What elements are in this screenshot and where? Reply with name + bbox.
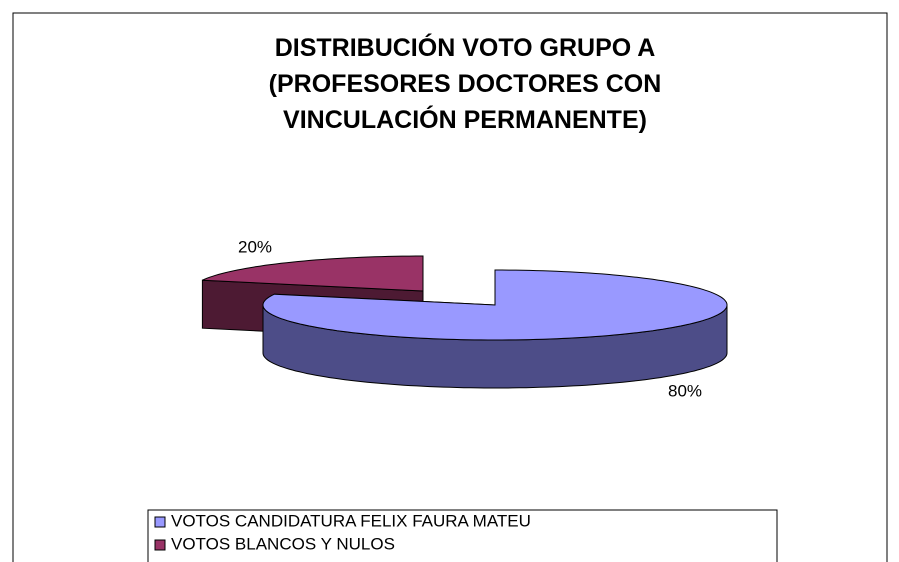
chart-title: DISTRIBUCIÓN VOTO GRUPO A (PROFESORES DO… xyxy=(268,34,662,134)
slice xyxy=(202,255,424,292)
data-label: 80% xyxy=(668,381,702,400)
legend-swatch xyxy=(154,539,166,551)
legend-frame xyxy=(147,509,778,562)
chart-frame xyxy=(12,12,888,562)
legend-swatch xyxy=(154,516,166,528)
legend-label: VOTOS BLANCOS Y NULOS xyxy=(171,534,395,553)
slice xyxy=(262,269,728,341)
legend-label: VOTOS CANDIDATURA FELIX FAURA MATEU xyxy=(171,511,531,530)
data-label: 20% xyxy=(238,237,272,256)
